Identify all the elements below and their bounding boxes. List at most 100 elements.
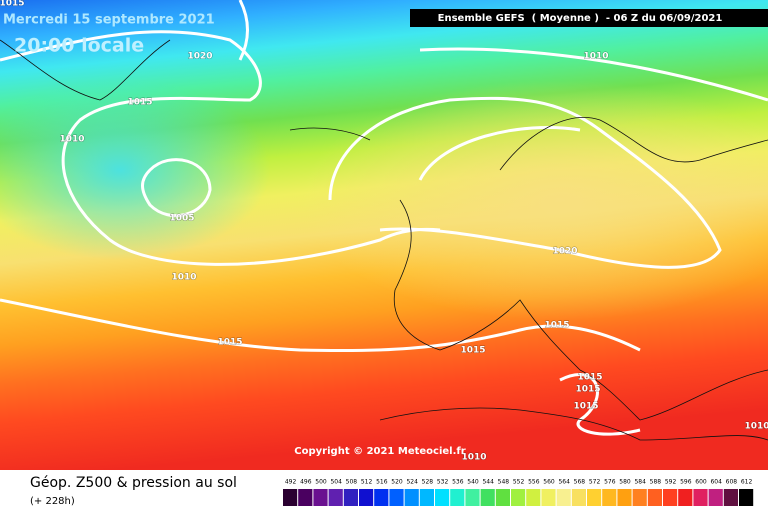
time: 20:00 locale xyxy=(14,35,144,57)
colorbar-label: 580 xyxy=(619,479,631,486)
colorbar-label: 564 xyxy=(558,479,570,486)
colorbar-swatch xyxy=(343,489,358,506)
isobar-label: 1020 xyxy=(552,247,577,257)
model-box xyxy=(410,9,768,27)
isobar xyxy=(238,0,249,61)
colorbar-label: 560 xyxy=(543,479,555,486)
colorbar-swatch xyxy=(617,489,632,506)
colorbar-swatch xyxy=(389,489,404,506)
coastline xyxy=(0,39,171,101)
colorbar-swatch xyxy=(328,489,343,506)
colorbar-label: 500 xyxy=(315,479,327,486)
isobar-label: 1010 xyxy=(171,273,196,283)
colorbar-label: 592 xyxy=(665,479,677,486)
colorbar-label: 528 xyxy=(422,479,434,486)
colorbar-label: 516 xyxy=(376,479,388,486)
colorbar-label: 544 xyxy=(482,479,494,486)
colorbar-label: 588 xyxy=(650,479,662,486)
colorbar-label: 492 xyxy=(285,479,297,486)
isobar-label: 1015 xyxy=(573,402,598,412)
isobar xyxy=(559,373,641,436)
isobar-label: 1015 xyxy=(577,373,602,383)
colorbar-swatch xyxy=(541,489,556,506)
legend-subtitle: (+ 228h) xyxy=(30,496,75,507)
colorbar: 492 496 500 504 508 512 516 520 524 528 532 536 540 5… xyxy=(283,479,754,506)
colorbar-label: 536 xyxy=(452,479,464,486)
colorbar-label: 576 xyxy=(604,479,616,486)
colorbar-swatch xyxy=(723,489,738,506)
copyright: Copyright © 2021 Meteociel.fr xyxy=(294,446,465,457)
colorbar-swatch xyxy=(708,489,723,506)
colorbar-swatch xyxy=(435,489,450,506)
isobar-label: 1015 xyxy=(0,0,25,9)
colorbar-swatch xyxy=(632,489,647,506)
colorbar-label: 572 xyxy=(589,479,601,486)
isobar xyxy=(328,96,722,269)
colorbar-label: 496 xyxy=(300,479,312,486)
colorbar-label: 508 xyxy=(346,479,358,486)
coastline xyxy=(289,127,371,141)
isobar-label: 1010 xyxy=(59,135,84,145)
colorbar-swatch xyxy=(450,489,465,506)
isobar-label: 1020 xyxy=(187,52,212,62)
colorbar-label: 568 xyxy=(574,479,586,486)
colorbar-swatch xyxy=(526,489,541,506)
isobar-label: 1015 xyxy=(127,98,152,108)
date: Mercredi 15 septembre 2021 xyxy=(3,13,215,28)
isobar xyxy=(141,158,212,218)
colorbar-swatch xyxy=(298,489,313,506)
isobar-labels: 1015 1020 1010 1015 1010 1005 1010 1020 1015 1015… xyxy=(0,0,768,463)
colorbar-swatch xyxy=(678,489,693,506)
colorbar-swatch xyxy=(693,489,708,506)
colorbar-label: 520 xyxy=(391,479,403,486)
legend-title: Géop. Z500 & pression au sol xyxy=(30,475,237,491)
colorbar-swatch xyxy=(647,489,662,506)
colorbar-swatch xyxy=(739,489,754,506)
colorbar-label: 548 xyxy=(498,479,510,486)
colorbar-label: 596 xyxy=(680,479,692,486)
ridge-area xyxy=(300,80,768,320)
coastline xyxy=(379,407,768,441)
isobar xyxy=(0,298,641,353)
coastlines xyxy=(0,39,768,441)
colorbar-label: 540 xyxy=(467,479,479,486)
isobar-label: 1010 xyxy=(461,453,486,463)
colorbar-swatch xyxy=(313,489,328,506)
colorbar-swatch xyxy=(602,489,617,506)
colorbar-label: 512 xyxy=(361,479,373,486)
colorbar-swatch xyxy=(374,489,389,506)
colorbar-label: 524 xyxy=(406,479,418,486)
colorbar-label: 612 xyxy=(741,479,753,486)
colorbar-swatch xyxy=(511,489,526,506)
colorbar-swatch xyxy=(480,489,495,506)
isobar xyxy=(0,30,441,266)
colorbar-label: 532 xyxy=(437,479,449,486)
colorbar-swatch xyxy=(283,489,298,506)
isobar-label: 1015 xyxy=(575,385,600,395)
colorbar-swatch xyxy=(556,489,571,506)
isobar-label: 1010 xyxy=(744,422,768,432)
colorbar-label: 552 xyxy=(513,479,525,486)
isobars xyxy=(0,0,768,434)
isobar-label: 1005 xyxy=(169,214,194,224)
isobar xyxy=(418,126,581,181)
colorbar-swatch xyxy=(587,489,602,506)
isobar-label: 1015 xyxy=(544,321,569,331)
colorbar-swatch xyxy=(404,489,419,506)
colorbar-swatch xyxy=(465,489,480,506)
colorbar-label: 604 xyxy=(710,479,722,486)
colorbar-swatch xyxy=(359,489,374,506)
model: Ensemble GEFS ( Moyenne ) - 06 Z du 06/0… xyxy=(438,13,723,24)
trough-area xyxy=(0,80,270,260)
colorbar-label: 584 xyxy=(634,479,646,486)
coastline xyxy=(499,117,768,171)
isobar-label: 1015 xyxy=(460,346,485,356)
coastline xyxy=(393,199,768,421)
colorbar-swatch xyxy=(419,489,434,506)
colorbar-swatch xyxy=(663,489,678,506)
colorbar-label: 556 xyxy=(528,479,540,486)
isobar-label: 1010 xyxy=(583,52,608,62)
colorbar-swatch xyxy=(571,489,586,506)
colorbar-label: 608 xyxy=(726,479,738,486)
